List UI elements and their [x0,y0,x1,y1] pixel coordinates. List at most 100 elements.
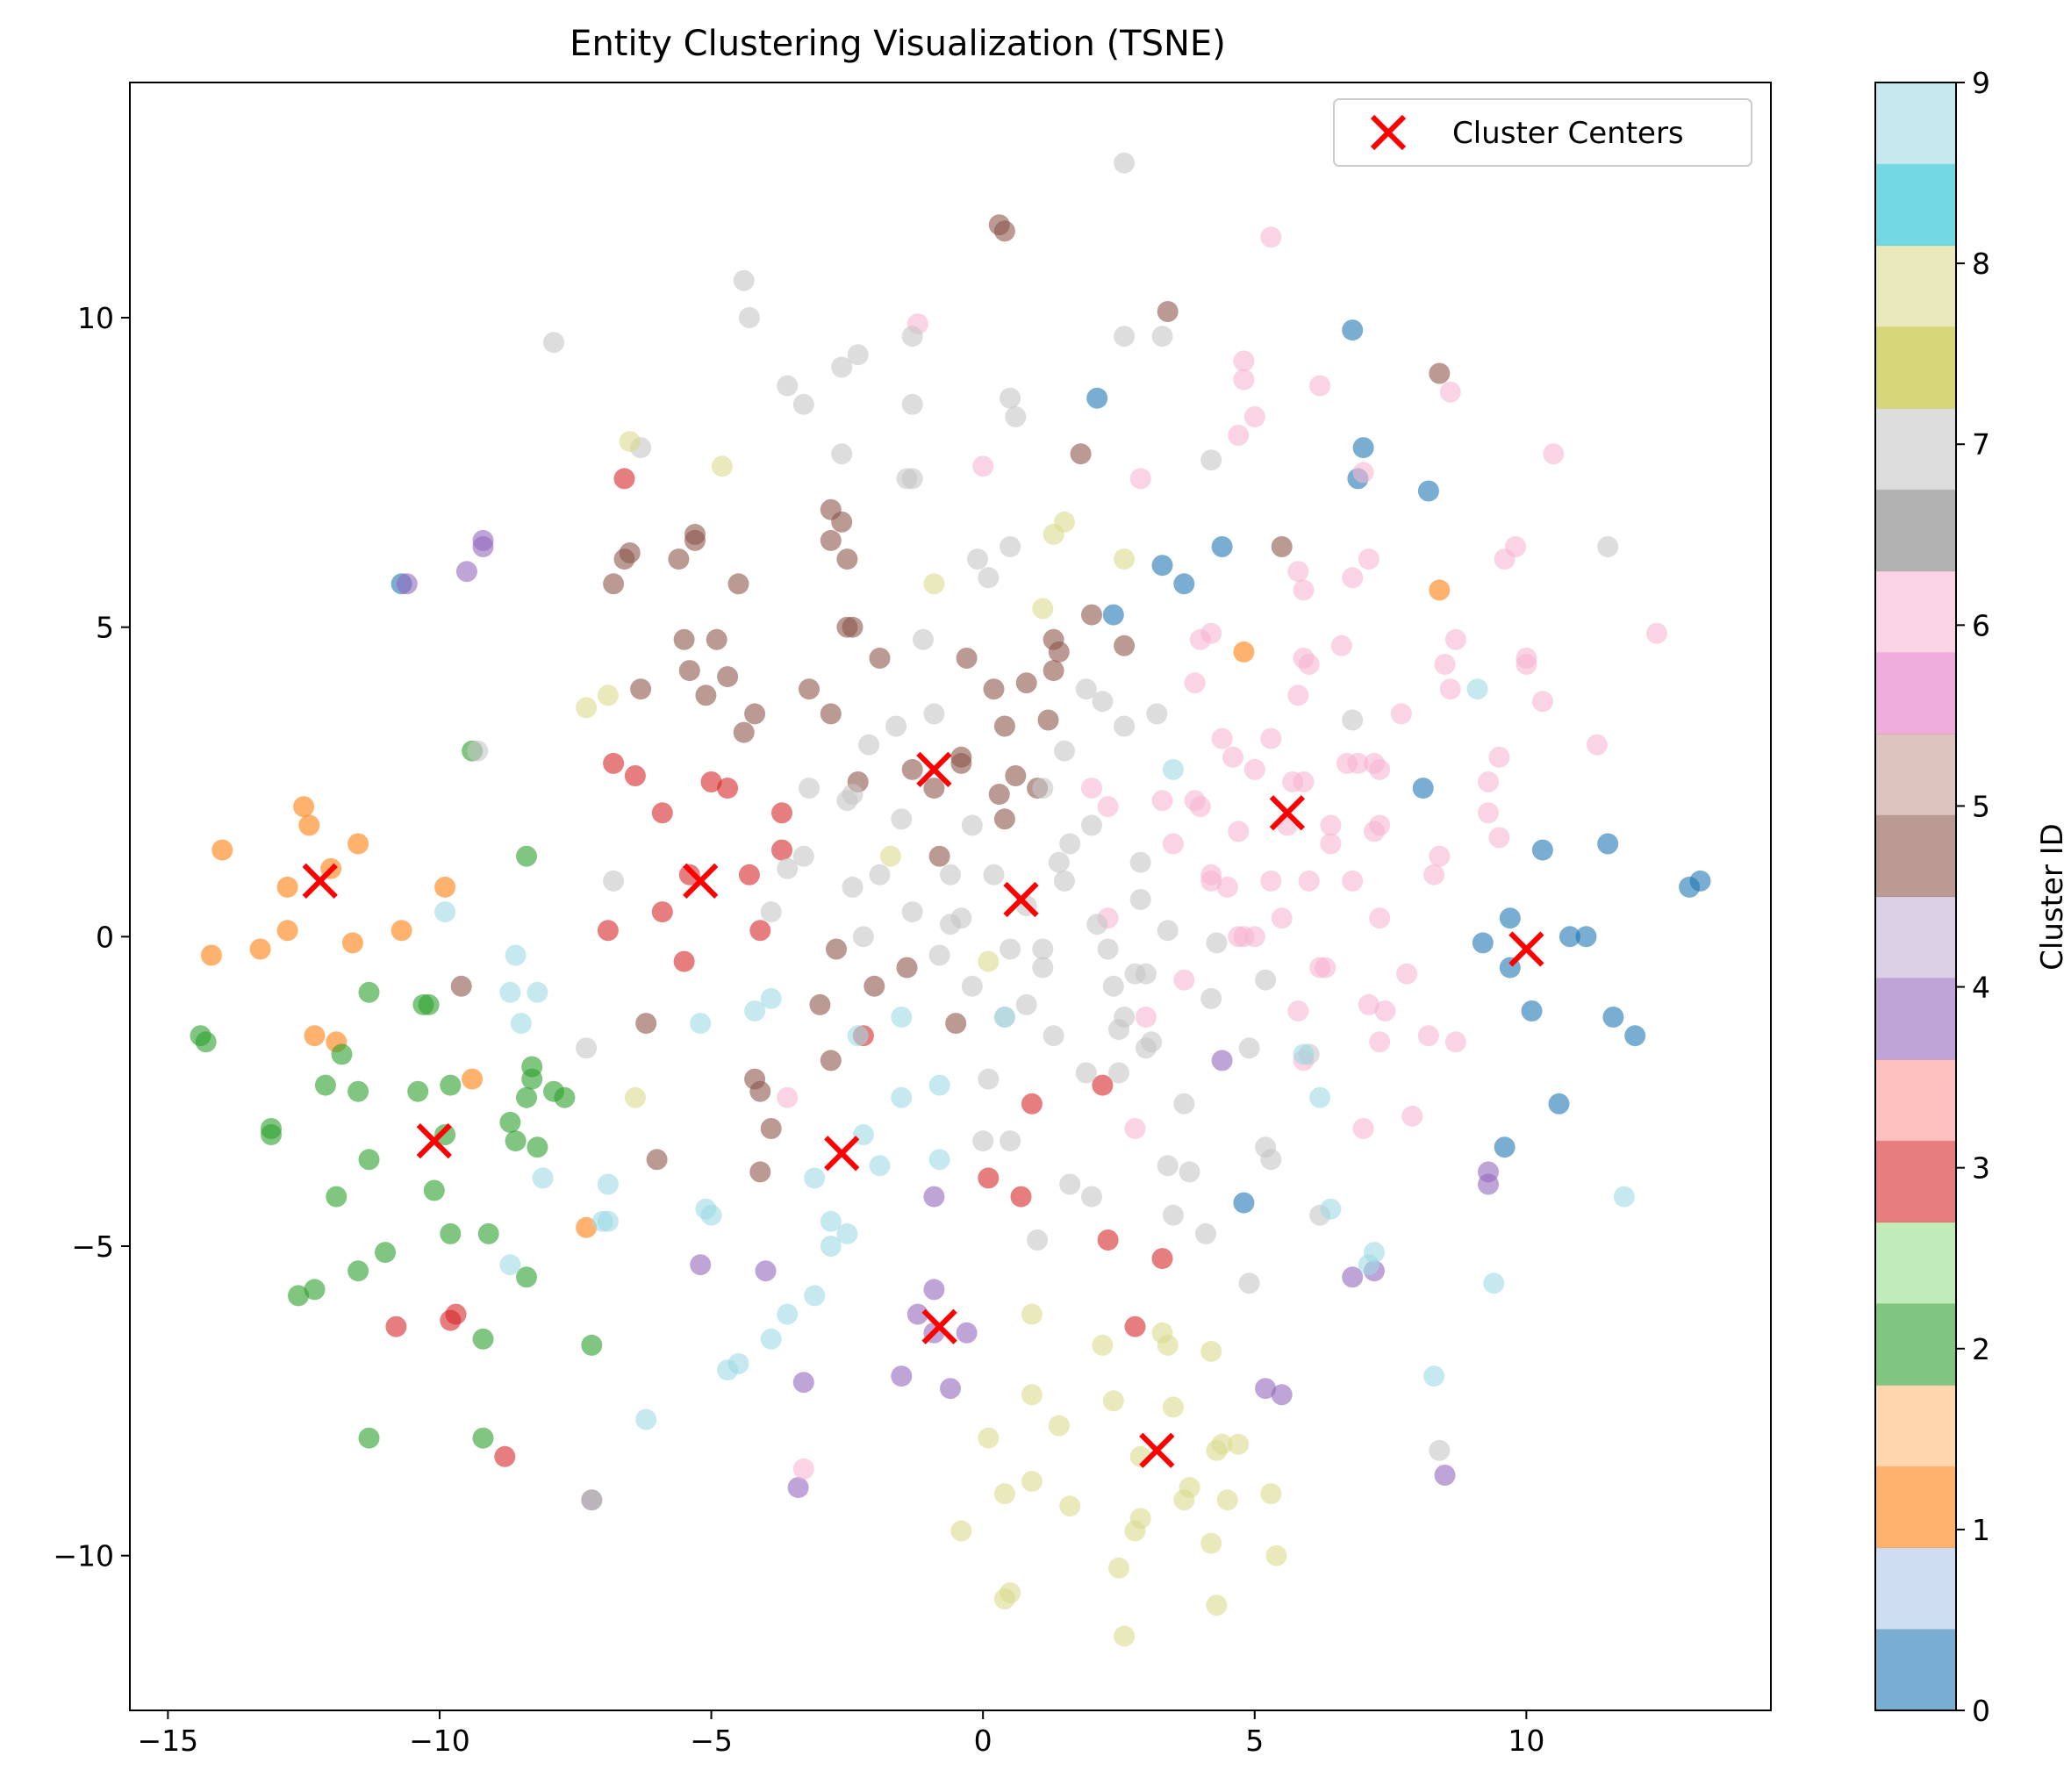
data-point-cluster-2 [315,1075,336,1096]
data-point-cluster-7 [929,945,950,966]
data-point-cluster-9 [690,1013,711,1034]
data-point-cluster-0 [1494,1136,1516,1158]
data-point-cluster-6 [1287,561,1308,582]
data-point-cluster-7 [962,976,983,997]
data-point-cluster-0 [1342,319,1363,340]
colorbar-segment [1875,652,1956,734]
data-point-cluster-8 [1021,1304,1043,1325]
data-point-cluster-7 [1081,814,1102,835]
data-point-cluster-3 [739,864,760,885]
data-point-cluster-7 [1059,1174,1080,1195]
chart-title: Entity Clustering Visualization (TSNE) [570,24,1226,64]
data-point-cluster-6 [1260,728,1281,749]
data-point-cluster-6 [1098,796,1119,817]
data-point-cluster-1 [201,945,222,966]
data-point-cluster-6 [1505,536,1526,557]
data-point-cluster-5 [821,703,842,724]
data-point-cluster-2 [499,1112,520,1133]
data-point-cluster-8 [978,951,999,972]
data-point-cluster-5 [864,976,885,997]
data-point-cluster-5 [717,666,738,687]
data-point-cluster-0 [1532,840,1553,861]
data-point-cluster-7 [739,307,760,328]
data-point-cluster-6 [1478,771,1499,792]
data-point-cluster-8 [1130,1508,1151,1529]
data-point-cluster-2 [348,1260,369,1281]
colorbar-segment [1875,326,1956,408]
data-point-cluster-7 [576,1037,597,1058]
data-point-cluster-8 [1103,1390,1124,1411]
data-point-cluster-8 [1266,1545,1287,1566]
x-tick-label: −10 [409,1724,470,1758]
x-tick-label: 5 [1245,1724,1264,1758]
data-point-cluster-6 [1081,778,1102,799]
data-point-cluster-5 [1272,536,1293,557]
data-point-cluster-7 [913,629,934,650]
data-point-cluster-6 [1244,926,1265,947]
data-point-cluster-1 [298,814,319,835]
data-point-cluster-7 [902,901,923,922]
data-point-cluster-7 [1032,957,1053,978]
data-point-cluster-5 [799,678,820,699]
data-point-cluster-3 [625,765,646,786]
data-point-cluster-6 [1212,728,1233,749]
data-point-cluster-7 [1200,449,1222,470]
data-point-cluster-8 [1179,1477,1200,1498]
data-point-cluster-7 [984,864,1005,885]
data-point-cluster-9 [804,1285,825,1306]
data-point-cluster-7 [972,1130,993,1151]
data-point-cluster-7 [858,735,879,756]
colorbar-segment [1875,1466,1956,1548]
data-point-cluster-4 [891,1366,912,1387]
data-point-cluster-6 [1418,1025,1439,1046]
data-point-cluster-5 [684,524,706,545]
data-point-cluster-6 [1423,864,1444,885]
data-point-cluster-6 [1401,1106,1422,1127]
data-point-cluster-8 [1000,1582,1021,1603]
data-point-cluster-9 [1320,1199,1341,1220]
data-point-cluster-6 [1173,970,1194,991]
data-point-cluster-7 [1239,1037,1260,1058]
data-point-cluster-3 [1011,1186,1032,1208]
data-point-cluster-9 [728,1353,749,1374]
colorbar-segment [1875,815,1956,897]
data-point-cluster-7 [1049,852,1070,873]
data-point-cluster-9 [1309,1087,1330,1108]
data-point-cluster-5 [950,753,971,774]
x-tick-label: 10 [1508,1724,1544,1758]
data-point-cluster-6 [1152,790,1173,811]
data-point-cluster-8 [923,573,944,594]
data-point-cluster-6 [1429,846,1450,867]
data-point-cluster-7 [603,871,624,892]
data-point-cluster-5 [994,808,1015,829]
data-point-cluster-5 [734,722,755,743]
data-point-cluster-7 [1086,914,1107,935]
data-point-cluster-7 [962,814,983,835]
colorbar-segment [1875,571,1956,653]
data-point-cluster-7 [923,703,944,724]
data-point-cluster-9 [511,1013,532,1034]
data-point-cluster-9 [505,945,527,966]
data-point-cluster-7 [885,716,907,737]
data-point-cluster-9 [1423,1366,1444,1387]
data-point-cluster-5 [923,778,944,799]
data-point-cluster-8 [1157,1335,1179,1356]
data-point-cluster-9 [891,1007,912,1028]
data-point-cluster-6 [1358,548,1379,570]
data-point-cluster-6 [1163,834,1184,855]
data-point-cluster-8 [1021,1384,1043,1405]
data-point-cluster-7 [1000,388,1021,409]
data-point-cluster-9 [533,1167,554,1188]
data-point-cluster-0 [1602,1007,1623,1028]
data-point-cluster-1 [211,840,233,861]
data-point-cluster-8 [712,455,733,477]
data-point-cluster-7 [1136,1037,1157,1058]
data-point-cluster-3 [1021,1093,1043,1115]
data-point-cluster-2 [424,1180,445,1201]
data-point-cluster-7 [1429,1440,1450,1461]
data-point-cluster-6 [1543,443,1564,464]
data-point-cluster-5 [1038,710,1059,731]
data-point-cluster-8 [620,431,641,452]
data-point-cluster-5 [897,957,918,978]
data-point-cluster-7 [1000,536,1021,557]
